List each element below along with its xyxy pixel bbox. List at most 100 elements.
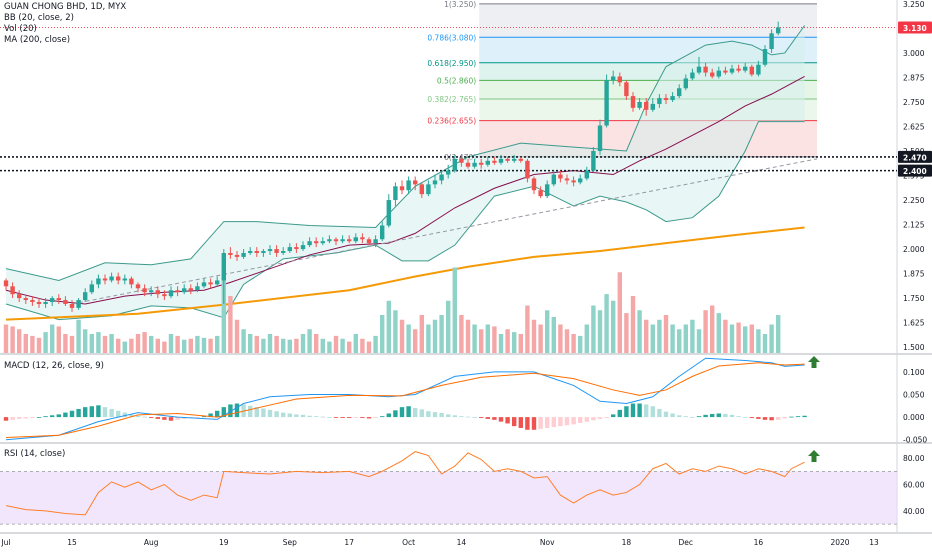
macd-line: [5, 357, 805, 441]
fib-zone: [479, 3, 817, 38]
candle-down: [188, 288, 193, 291]
volume-bar: [102, 335, 108, 353]
volume-bar: [188, 338, 193, 353]
macd-histogram-bar: [604, 417, 609, 419]
volume-bar: [690, 319, 695, 353]
macd-histogram-bar: [531, 417, 537, 430]
volume-bar: [723, 319, 728, 353]
legend-macd[interactable]: MACD (12, 26, close, 9): [4, 361, 104, 371]
macd-histogram-bar: [300, 414, 306, 418]
candle-down: [419, 184, 424, 195]
volume-bar: [23, 334, 28, 353]
candle-up: [729, 68, 735, 73]
legend-rsi[interactable]: RSI (14, close): [4, 449, 66, 459]
candle-up: [195, 286, 200, 291]
volume-bar: [3, 324, 9, 353]
candle-down: [314, 241, 319, 244]
macd-histogram-bar: [221, 407, 226, 418]
volume-bar: [749, 324, 754, 353]
macd-histogram-bar: [663, 411, 669, 418]
macd-histogram-bar: [208, 413, 213, 418]
macd-histogram-bar: [498, 417, 504, 422]
fib-level-label: 0.236(2.655): [427, 117, 476, 126]
macd-histogram-bar: [149, 417, 154, 419]
macd-histogram-bar: [749, 417, 754, 419]
macd-histogram-bar: [129, 414, 134, 418]
time-tick-label: Jul: [0, 538, 10, 547]
candle-down: [459, 158, 464, 163]
macd-histogram-bar: [142, 416, 147, 418]
macd-histogram-bar: [274, 411, 279, 418]
macd-histogram-bar: [333, 417, 339, 418]
volume-bar: [175, 335, 180, 353]
macd-histogram-bar: [485, 417, 490, 419]
macd-histogram-bar: [307, 415, 312, 418]
macd-histogram-bar: [10, 417, 15, 420]
candle-down: [162, 294, 167, 297]
macd-histogram-bar: [558, 417, 563, 427]
volume-bar: [182, 339, 187, 353]
macd-histogram-bar: [584, 417, 589, 422]
volume-bar: [762, 334, 768, 353]
macd-histogram-bar: [340, 417, 345, 419]
macd-histogram-bar: [406, 406, 411, 418]
candle-down: [234, 254, 240, 257]
macd-histogram-bar: [267, 409, 273, 418]
candle-up: [393, 186, 398, 201]
volume-bar: [274, 335, 279, 353]
time-tick-label: 18: [622, 538, 632, 547]
candle-down: [294, 247, 299, 250]
volume-bar: [63, 334, 68, 353]
volume-bar: [366, 341, 372, 353]
level-badge-a: 2.470: [903, 153, 927, 162]
candle-up: [406, 180, 411, 191]
volume-bar: [294, 338, 299, 353]
volume-bar: [109, 334, 114, 353]
candle-down: [17, 294, 22, 299]
volume-bar: [558, 324, 563, 353]
candle-down: [366, 239, 372, 244]
volume-bar: [373, 335, 378, 353]
candle-up: [452, 158, 457, 171]
legend-vol[interactable]: Vol (20): [4, 24, 37, 34]
macd-histogram-bar: [327, 417, 332, 418]
candle-up: [743, 66, 748, 71]
macd-histogram-bar: [512, 417, 517, 427]
candle-up: [485, 160, 490, 165]
macd-histogram-bar: [96, 405, 101, 418]
volume-bar: [644, 319, 649, 353]
candle-down: [3, 280, 9, 287]
macd-histogram-bar: [690, 417, 695, 418]
price-tick-label: 2.000: [903, 245, 925, 254]
macd-histogram-bar: [630, 403, 636, 418]
volume-bar: [512, 332, 517, 353]
macd-histogram-bar: [465, 416, 471, 418]
volume-bar: [703, 310, 708, 353]
macd-histogram-bar: [802, 415, 807, 418]
candle-up: [426, 184, 431, 195]
volume-bar: [729, 324, 735, 353]
candle-up: [76, 300, 81, 308]
volume-bar: [320, 338, 325, 353]
macd-histogram-bar: [228, 404, 233, 418]
macd-histogram-bar: [175, 417, 180, 420]
candle-down: [518, 158, 523, 161]
fib-level-label: 0.382(2.765): [427, 95, 476, 104]
time-tick-label: 19: [219, 538, 229, 547]
macd-histogram-bar: [624, 406, 629, 418]
candle-down: [333, 239, 339, 242]
volume-bar: [578, 335, 583, 353]
macd-histogram-bar: [716, 413, 721, 418]
macd-histogram-bar: [591, 417, 596, 421]
legend-ma[interactable]: MA (200, close): [4, 35, 71, 45]
volume-bar: [254, 335, 259, 353]
volume-bar: [215, 335, 220, 353]
candle-up: [327, 239, 332, 242]
symbol-title[interactable]: GUAN CHONG BHD, 1D, MYX: [4, 2, 127, 12]
macd-histogram-bar: [122, 412, 127, 418]
macd-histogram-bar: [736, 416, 741, 418]
legend-bb[interactable]: BB (20, close, 2): [4, 13, 74, 23]
macd-histogram-bar: [23, 417, 28, 419]
